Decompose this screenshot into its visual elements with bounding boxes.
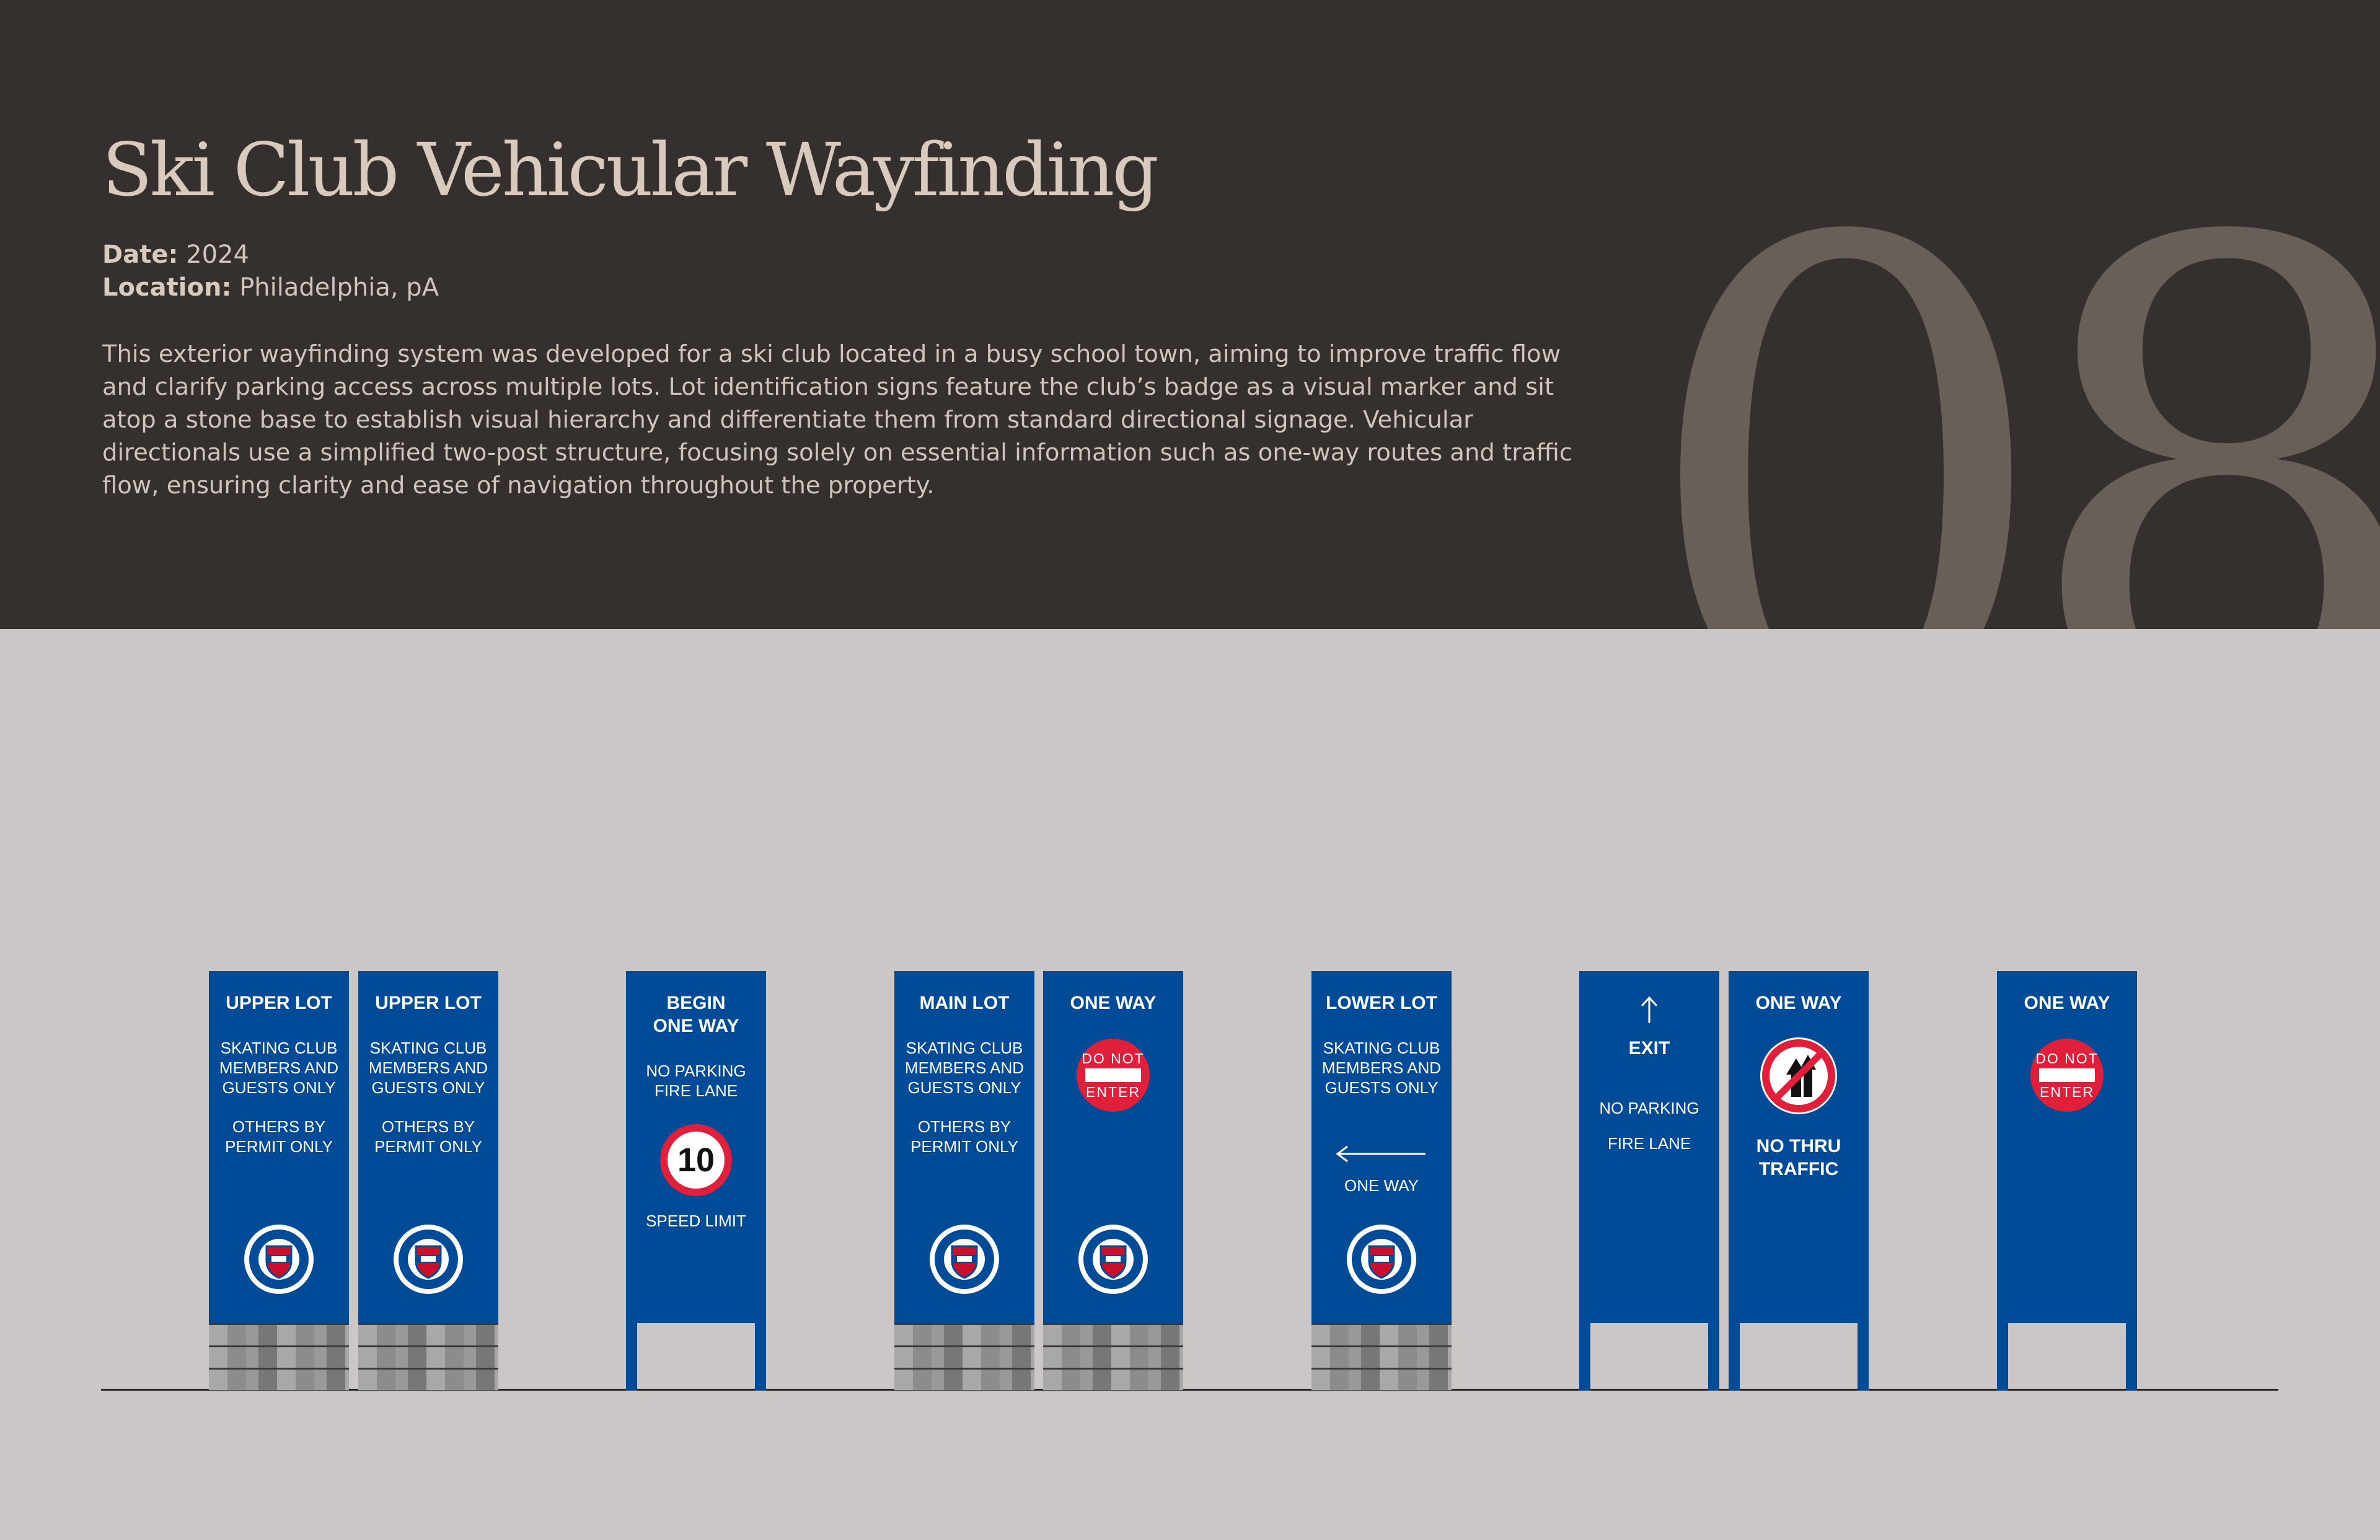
sign-text: SKATING CLUB	[906, 1039, 1023, 1057]
sign-panel: MAIN LOT SKATING CLUB MEMBERS AND GUESTS…	[894, 971, 1034, 1323]
club-badge-icon	[244, 1225, 314, 1294]
sign-upper-lot-1: UPPER LOT SKATING CLUB MEMBERS AND GUEST…	[209, 971, 349, 1391]
speed-limit-icon: 10	[659, 1123, 733, 1197]
do-not-enter-icon: DO NOT ENTER	[2030, 1039, 2104, 1112]
do-not-enter-bar	[1085, 1068, 1141, 1082]
no-thru-traffic-icon	[1760, 1037, 1837, 1114]
sign-panel: EXIT NO PARKING FIRE LANE	[1579, 971, 1719, 1323]
page-title: Ski Club Vehicular Wayfinding	[102, 127, 1159, 213]
left-arrow-icon	[1336, 1145, 1426, 1163]
sign-exit: EXIT NO PARKING FIRE LANE	[1579, 971, 1719, 1391]
stone-base	[894, 1323, 1034, 1391]
do-not-enter-text: ENTER	[1086, 1084, 1140, 1100]
sign-text: PERMIT ONLY	[225, 1137, 333, 1156]
sign-text: OTHERS BY	[917, 1117, 1011, 1136]
location-label: Location:	[102, 273, 232, 302]
sign-title: ONE WAY	[1755, 993, 1842, 1013]
sign-text: GUESTS ONLY	[907, 1078, 1021, 1097]
club-badge-icon	[1078, 1225, 1148, 1294]
sign-text: OTHERS BY	[232, 1117, 326, 1136]
location-line: Location: Philadelphia, pA	[102, 273, 439, 302]
sign-text: SKATING CLUB	[220, 1039, 338, 1057]
sign-text: MEMBERS AND	[368, 1058, 488, 1077]
sign-panel: LOWER LOT SKATING CLUB MEMBERS AND GUEST…	[1311, 971, 1452, 1323]
sign-title: UPPER LOT	[375, 993, 482, 1013]
sign-text: SKATING CLUB	[369, 1039, 487, 1057]
sign-text: GUESTS ONLY	[1324, 1078, 1439, 1097]
sign-upper-lot-2: UPPER LOT SKATING CLUB MEMBERS AND GUEST…	[358, 971, 498, 1391]
stone-base	[1311, 1323, 1452, 1391]
club-badge-icon	[394, 1225, 463, 1294]
sign-title: NO THRU	[1756, 1136, 1841, 1156]
club-badge-icon	[930, 1225, 999, 1294]
do-not-enter-text: ENTER	[2040, 1084, 2094, 1100]
sign-title: LOWER LOT	[1326, 993, 1437, 1013]
sign-title: EXIT	[1628, 1038, 1670, 1058]
sign-no-thru-traffic: ONE WAY NO THRU TRAFFIC	[1729, 971, 1869, 1391]
sign-title: BEGIN	[666, 993, 726, 1013]
sign-panel: BEGIN ONE WAY NO PARKING FIRE LANE 10 SP…	[626, 971, 766, 1323]
do-not-enter-bar	[2039, 1068, 2095, 1082]
sign-panel: ONE WAY NO THRU TRAFFIC	[1729, 971, 1869, 1323]
sign-one-way-do-not-enter: ONE WAY DO NOT ENTER	[1043, 971, 1183, 1391]
sign-title: MAIN LOT	[919, 993, 1010, 1013]
sign-title: ONE WAY	[1070, 993, 1157, 1013]
sign-text: FIRE LANE	[654, 1081, 738, 1100]
sign-legs	[1579, 1323, 1719, 1391]
do-not-enter-text: DO NOT	[1082, 1050, 1145, 1067]
sign-text: PERMIT ONLY	[374, 1137, 482, 1156]
sign-text: SKATING CLUB	[1323, 1039, 1440, 1057]
sign-text: NO PARKING	[1599, 1099, 1699, 1117]
sign-text: PERMIT ONLY	[910, 1137, 1018, 1156]
ground-line	[101, 1389, 2278, 1391]
do-not-enter-icon: DO NOT ENTER	[1077, 1039, 1150, 1112]
sign-one-way-do-not-enter-2: ONE WAY DO NOT ENTER	[1997, 971, 2137, 1391]
do-not-enter-text: DO NOT	[2035, 1050, 2099, 1067]
header-section: Ski Club Vehicular Wayfinding Date: 2024…	[0, 0, 2380, 629]
sign-text: GUESTS ONLY	[371, 1078, 485, 1097]
sign-text: NO PARKING	[646, 1062, 746, 1080]
sign-panel: UPPER LOT SKATING CLUB MEMBERS AND GUEST…	[209, 971, 349, 1323]
sign-title: TRAFFIC	[1758, 1159, 1839, 1179]
sign-legs	[1729, 1323, 1869, 1391]
sign-title: ONE WAY	[2024, 993, 2110, 1013]
stone-base	[1043, 1323, 1183, 1391]
stone-base	[358, 1323, 498, 1391]
up-arrow-icon	[1641, 996, 1658, 1023]
sign-text: SPEED LIMIT	[646, 1212, 746, 1230]
sign-text: ONE WAY	[1344, 1176, 1419, 1195]
date-label: Date:	[102, 240, 178, 269]
club-badge-icon	[1347, 1225, 1416, 1294]
stone-base	[209, 1323, 349, 1391]
sign-lower-lot: LOWER LOT SKATING CLUB MEMBERS AND GUEST…	[1311, 971, 1452, 1391]
sign-main-lot: MAIN LOT SKATING CLUB MEMBERS AND GUESTS…	[894, 971, 1034, 1391]
sign-text: MEMBERS AND	[219, 1058, 339, 1077]
speed-limit-value: 10	[677, 1142, 715, 1179]
sign-legs	[1997, 1323, 2137, 1391]
sign-panel: ONE WAY DO NOT ENTER	[1043, 971, 1183, 1323]
sign-begin-one-way: BEGIN ONE WAY NO PARKING FIRE LANE 10 SP…	[626, 971, 766, 1391]
date-line: Date: 2024	[102, 240, 249, 269]
sign-panel: ONE WAY DO NOT ENTER	[1997, 971, 2137, 1323]
project-description: This exterior wayfinding system was deve…	[102, 340, 1572, 499]
project-number: 08	[1637, 104, 2380, 629]
location-value: Philadelphia, pA	[239, 273, 439, 302]
sign-text: OTHERS BY	[381, 1117, 475, 1136]
sign-text: GUESTS ONLY	[222, 1078, 336, 1097]
sign-text: FIRE LANE	[1607, 1134, 1691, 1153]
sign-panel: UPPER LOT SKATING CLUB MEMBERS AND GUEST…	[358, 971, 498, 1323]
sign-title: UPPER LOT	[226, 993, 332, 1013]
sign-text: MEMBERS AND	[904, 1058, 1025, 1077]
sign-text: MEMBERS AND	[1321, 1058, 1442, 1077]
date-value: 2024	[186, 240, 249, 269]
sign-legs	[626, 1323, 766, 1391]
sign-title: ONE WAY	[653, 1016, 739, 1036]
